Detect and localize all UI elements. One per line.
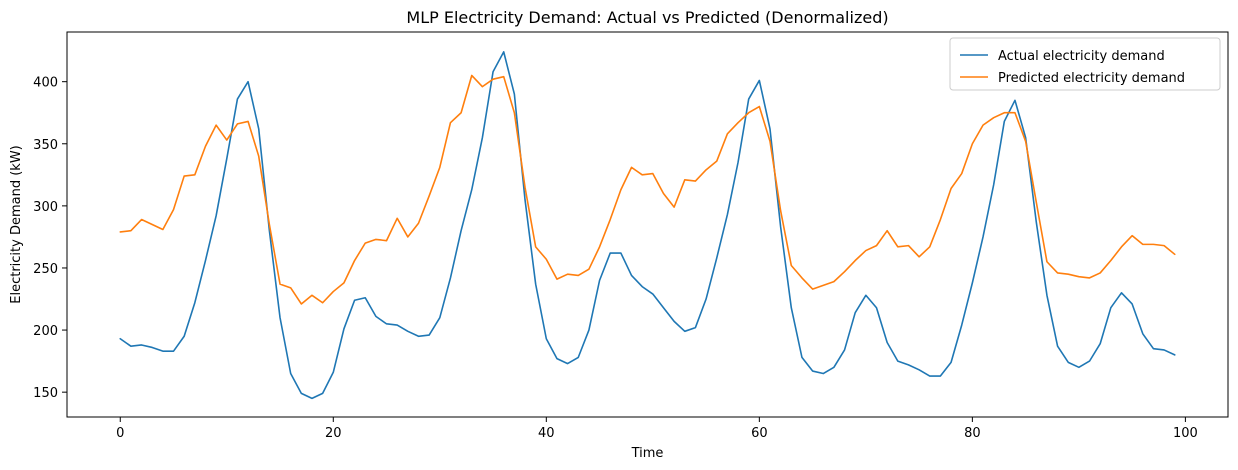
legend-label: Actual electricity demand bbox=[998, 49, 1165, 64]
legend-box bbox=[949, 37, 1221, 91]
y-tick-label: 300 bbox=[33, 200, 58, 215]
x-tick-label: 60 bbox=[751, 426, 768, 441]
x-tick-label: 80 bbox=[964, 426, 981, 441]
y-tick-label: 250 bbox=[33, 262, 58, 277]
legend-label: Predicted electricity demand bbox=[998, 71, 1185, 86]
x-tick-label: 100 bbox=[1173, 426, 1198, 441]
legend: Actual electricity demand Predicted elect… bbox=[949, 37, 1221, 91]
y-tick-label: 200 bbox=[33, 324, 58, 339]
y-axis-title: Electricity Demand (kW) bbox=[9, 145, 24, 304]
chart-title: MLP Electricity Demand: Actual vs Predic… bbox=[406, 8, 888, 27]
y-tick-label: 150 bbox=[33, 386, 58, 401]
plot-frame bbox=[66, 31, 1229, 418]
x-tick-label: 20 bbox=[325, 426, 342, 441]
x-tick-label: 40 bbox=[538, 426, 555, 441]
series-line-predicted bbox=[119, 74, 1176, 305]
series-line-actual bbox=[119, 51, 1176, 400]
x-tick-label: 0 bbox=[116, 426, 124, 441]
x-axis-title: Time bbox=[631, 446, 664, 461]
y-tick-label: 350 bbox=[33, 138, 58, 153]
y-tick-label: 400 bbox=[33, 76, 58, 91]
